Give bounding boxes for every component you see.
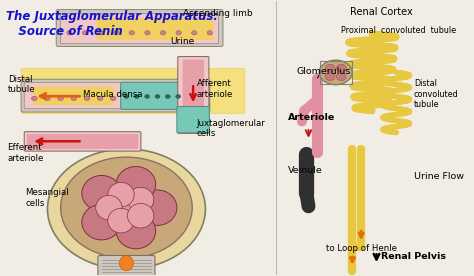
Text: Juxtaglomerular
cells: Juxtaglomerular cells	[197, 119, 265, 138]
Text: Glomerulus: Glomerulus	[296, 67, 351, 76]
Ellipse shape	[116, 213, 155, 249]
Ellipse shape	[325, 73, 335, 81]
Ellipse shape	[82, 176, 121, 211]
FancyBboxPatch shape	[24, 132, 141, 151]
Ellipse shape	[337, 73, 346, 81]
Text: Macula densa: Macula densa	[82, 90, 142, 99]
Text: to Loop of Henle: to Loop of Henle	[326, 244, 397, 253]
Ellipse shape	[196, 95, 201, 98]
Text: Arteriole: Arteriole	[288, 113, 335, 122]
Ellipse shape	[82, 31, 88, 35]
Ellipse shape	[128, 187, 154, 212]
Text: Urine Flow: Urine Flow	[414, 172, 464, 181]
Ellipse shape	[82, 204, 121, 240]
FancyBboxPatch shape	[182, 60, 204, 130]
Text: Urine: Urine	[170, 36, 194, 46]
Ellipse shape	[108, 182, 134, 207]
Ellipse shape	[129, 31, 135, 35]
FancyBboxPatch shape	[98, 256, 155, 276]
Ellipse shape	[165, 95, 170, 98]
Text: Renal Pelvis: Renal Pelvis	[381, 252, 446, 261]
Ellipse shape	[128, 203, 154, 228]
Ellipse shape	[67, 31, 72, 35]
Ellipse shape	[31, 96, 37, 100]
Ellipse shape	[145, 31, 150, 35]
Ellipse shape	[61, 157, 192, 258]
FancyBboxPatch shape	[177, 107, 210, 133]
Ellipse shape	[207, 31, 212, 35]
Text: Proximal  convoluted  tubule: Proximal convoluted tubule	[341, 26, 456, 34]
Ellipse shape	[71, 96, 77, 100]
Text: Efferent
arteriole: Efferent arteriole	[7, 143, 44, 163]
FancyBboxPatch shape	[21, 68, 245, 113]
Ellipse shape	[145, 95, 149, 98]
Text: Distal
tubule: Distal tubule	[8, 75, 36, 94]
FancyBboxPatch shape	[97, 18, 213, 40]
Ellipse shape	[98, 31, 103, 35]
FancyBboxPatch shape	[34, 87, 114, 105]
Text: Distal
convoluted
tubule: Distal convoluted tubule	[414, 79, 458, 109]
Ellipse shape	[108, 208, 134, 233]
Ellipse shape	[97, 96, 103, 100]
FancyBboxPatch shape	[21, 79, 210, 112]
Ellipse shape	[110, 96, 116, 100]
Ellipse shape	[119, 256, 134, 271]
Ellipse shape	[58, 96, 64, 100]
Ellipse shape	[176, 31, 181, 35]
Text: Veinule: Veinule	[288, 166, 323, 175]
Ellipse shape	[176, 95, 181, 98]
FancyBboxPatch shape	[121, 82, 207, 109]
Ellipse shape	[186, 95, 191, 98]
Ellipse shape	[84, 96, 90, 100]
Ellipse shape	[325, 64, 335, 72]
Ellipse shape	[155, 95, 160, 98]
Ellipse shape	[47, 149, 205, 269]
FancyBboxPatch shape	[24, 83, 123, 109]
Ellipse shape	[114, 31, 119, 35]
Ellipse shape	[191, 31, 197, 35]
FancyBboxPatch shape	[27, 134, 138, 149]
FancyBboxPatch shape	[61, 14, 219, 44]
Ellipse shape	[137, 190, 177, 225]
Text: Afferent
arteriole: Afferent arteriole	[197, 79, 233, 99]
Text: Renal Cortex: Renal Cortex	[350, 7, 413, 17]
Ellipse shape	[45, 96, 50, 100]
Ellipse shape	[319, 60, 352, 85]
Text: The Juxtaglomerular Apparatus:
   Source of Renin: The Juxtaglomerular Apparatus: Source of…	[6, 10, 218, 38]
Ellipse shape	[337, 64, 346, 72]
Ellipse shape	[124, 95, 129, 98]
Text: Mesangial
cells: Mesangial cells	[26, 189, 69, 208]
FancyBboxPatch shape	[56, 10, 223, 46]
FancyBboxPatch shape	[178, 57, 209, 133]
Ellipse shape	[134, 95, 139, 98]
Ellipse shape	[96, 195, 122, 220]
Text: Ascending limb: Ascending limb	[183, 9, 253, 18]
Ellipse shape	[160, 31, 165, 35]
Ellipse shape	[116, 166, 155, 202]
